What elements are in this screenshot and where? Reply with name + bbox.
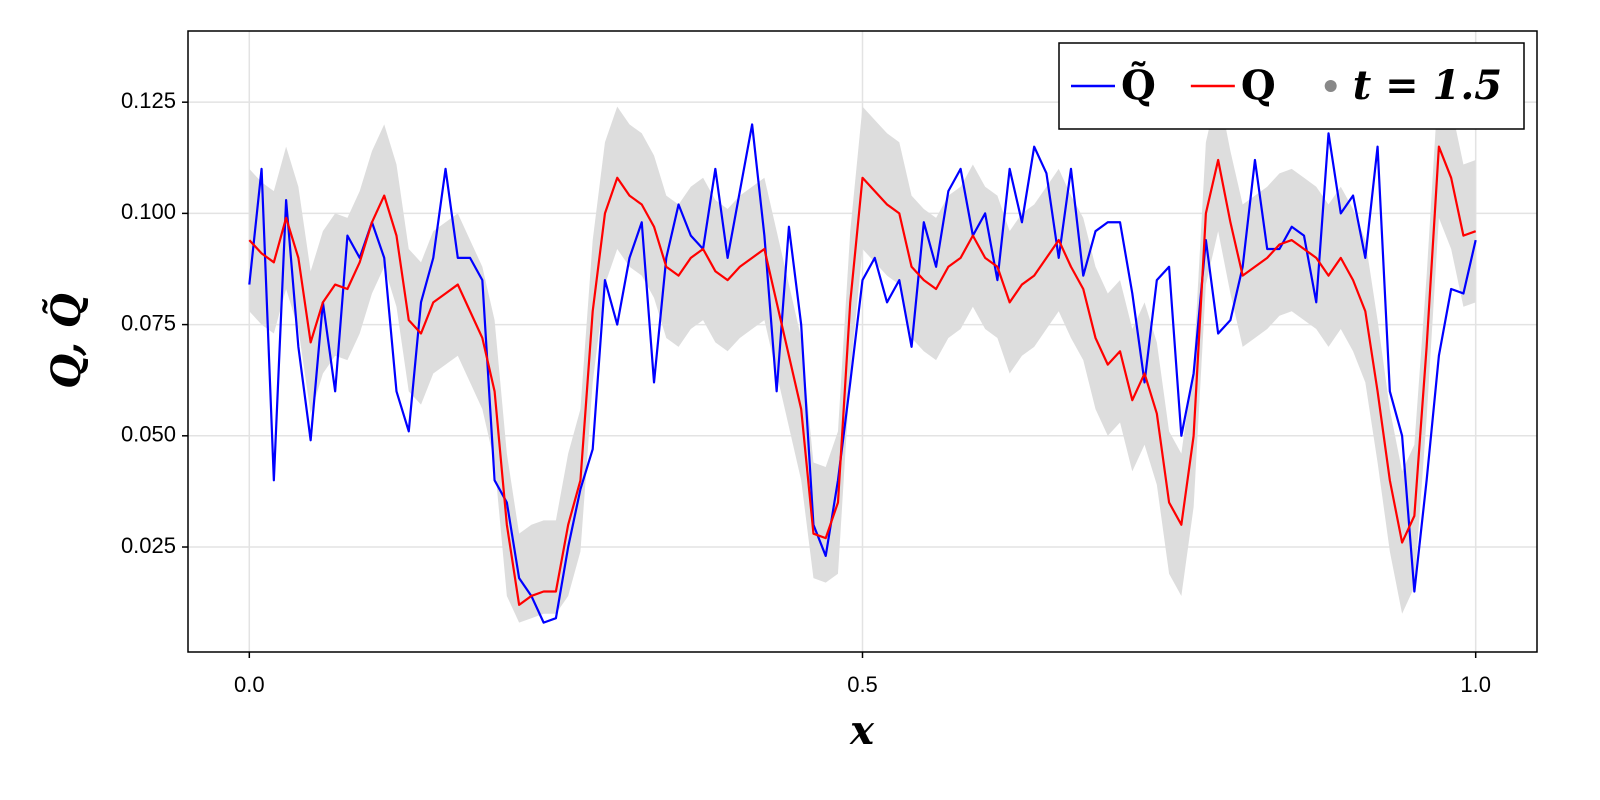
- x-tick-label: 1.0: [1460, 672, 1491, 697]
- legend-label: t = 1.5: [1353, 62, 1502, 109]
- x-axis-label: x: [849, 707, 875, 754]
- x-tick-label: 0.5: [847, 672, 878, 697]
- legend-label: Q̃: [1121, 62, 1156, 109]
- y-axis-label: Q, Q̃: [43, 293, 90, 389]
- y-tick-label: 0.050: [121, 422, 176, 447]
- legend-marker: [1324, 80, 1337, 92]
- x-tick-label: 0.0: [234, 672, 265, 697]
- legend-label: Q: [1241, 62, 1276, 109]
- y-tick-label: 0.025: [121, 533, 176, 558]
- band: [249, 75, 1476, 623]
- y-tick-label: 0.100: [121, 199, 176, 224]
- series-line: [248, 123, 1477, 624]
- axes: 0.025 0.050 0.075 0.100 0.125 0.0 0.5 1.0: [121, 88, 1491, 697]
- legend-box: [1058, 42, 1525, 130]
- y-tick-label: 0.125: [121, 88, 176, 113]
- series-line: [248, 145, 1477, 606]
- plot-area: [248, 75, 1477, 624]
- y-tick-label: 0.075: [121, 310, 176, 335]
